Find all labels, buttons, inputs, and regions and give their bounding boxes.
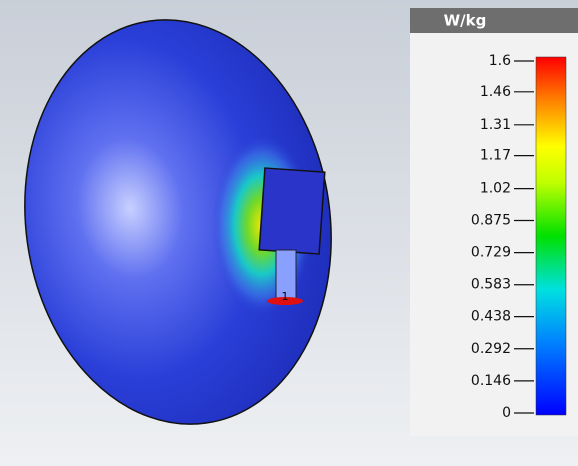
tick-label: 1.02 (480, 181, 511, 197)
tick-label: 0.292 (471, 341, 511, 357)
tick-label: 0.583 (471, 277, 511, 293)
tick-label: 0 (502, 405, 511, 421)
phone-body (259, 168, 325, 254)
tick-label: 1.17 (480, 148, 511, 164)
legend-title: W/kg (444, 12, 487, 30)
tick-label: 0.875 (471, 213, 511, 229)
colorbar (536, 57, 566, 415)
tick-label: 0.438 (471, 309, 511, 325)
tick-label: 1.31 (480, 117, 511, 133)
legend-header (410, 8, 578, 33)
port-label: 1 (282, 290, 289, 303)
tick-label: 0.146 (471, 373, 511, 389)
tick-label: 1.46 (480, 84, 511, 100)
tick-label: 0.729 (471, 245, 511, 261)
tick-label: 1.6 (489, 53, 511, 69)
sar-view: 1 W/kg 1.6 1.46 1.31 1.17 1.02 0.875 0.729 0.58… (0, 0, 578, 466)
